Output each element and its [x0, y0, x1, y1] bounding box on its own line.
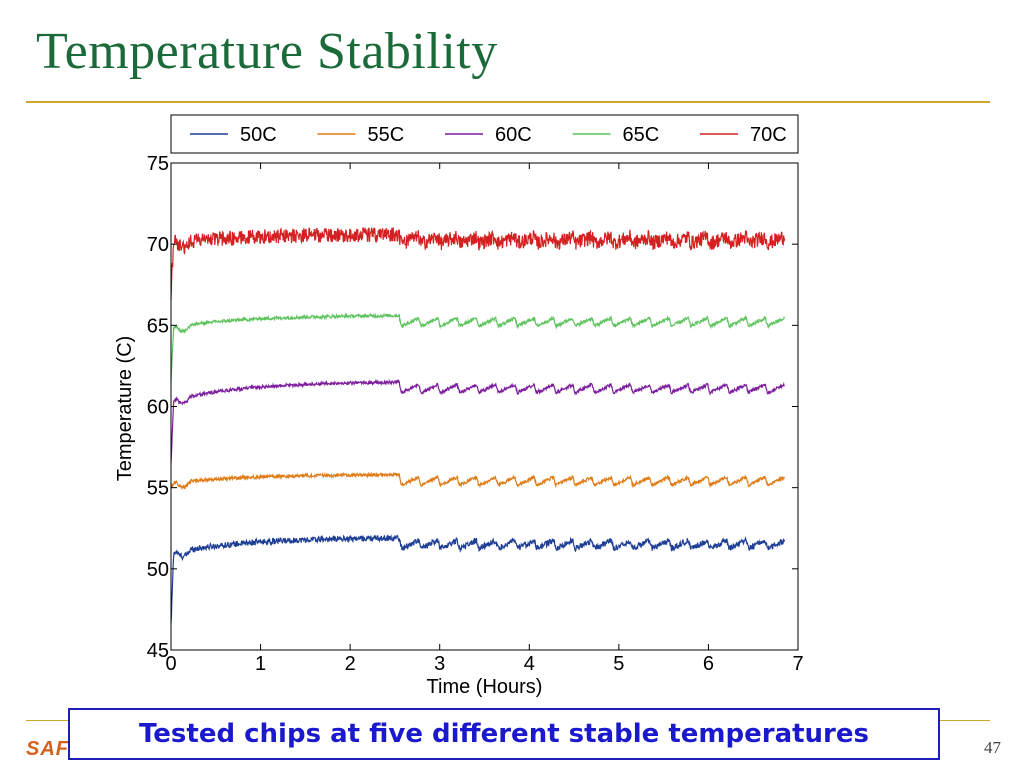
- legend-label-60C: 60C: [495, 124, 532, 146]
- footer-logo: SAF: [26, 738, 69, 760]
- y-axis-label: Temperature (C): [114, 336, 136, 482]
- y-tick-label: 60: [147, 397, 169, 419]
- y-tick-label: 70: [147, 234, 169, 256]
- x-tick-label: 0: [165, 653, 176, 675]
- y-tick-label: 65: [147, 315, 169, 337]
- x-tick-label: 1: [255, 653, 266, 675]
- series-layer: [170, 227, 786, 624]
- slide-title: Temperature Stability: [36, 23, 498, 80]
- y-tick-label: 45: [147, 640, 169, 662]
- callout-text: Tested chips at five different stable te…: [139, 719, 869, 749]
- y-tick-label: 50: [147, 559, 169, 581]
- legend-label-70C: 70C: [750, 124, 787, 146]
- series-line-50C: [170, 534, 786, 624]
- series-line-70C: [170, 227, 786, 300]
- y-tick-label: 75: [147, 153, 169, 175]
- x-tick-label: 4: [524, 653, 535, 675]
- page-number: 47: [984, 738, 1001, 757]
- series-line-60C: [170, 378, 785, 464]
- series-line-55C: [170, 471, 785, 491]
- legend: 50C 55C 60C 65C 70C: [170, 114, 799, 154]
- legend-label-50C: 50C: [240, 124, 277, 146]
- x-tick-label: 2: [345, 653, 356, 675]
- x-tick-label: 3: [434, 653, 445, 675]
- legend-label-65C: 65C: [623, 124, 660, 146]
- title-divider: [26, 101, 990, 103]
- legend-box: [170, 114, 799, 154]
- x-tick-label: 6: [703, 653, 714, 675]
- legend-label-55C: 55C: [368, 124, 405, 146]
- series-line-65C: [170, 312, 786, 382]
- x-tick-label: 7: [792, 653, 803, 675]
- y-tick-label: 55: [147, 478, 169, 500]
- x-tick-label: 5: [613, 653, 624, 675]
- callout-box: Tested chips at five different stable te…: [68, 708, 940, 760]
- x-axis-label: Time (Hours): [427, 676, 543, 698]
